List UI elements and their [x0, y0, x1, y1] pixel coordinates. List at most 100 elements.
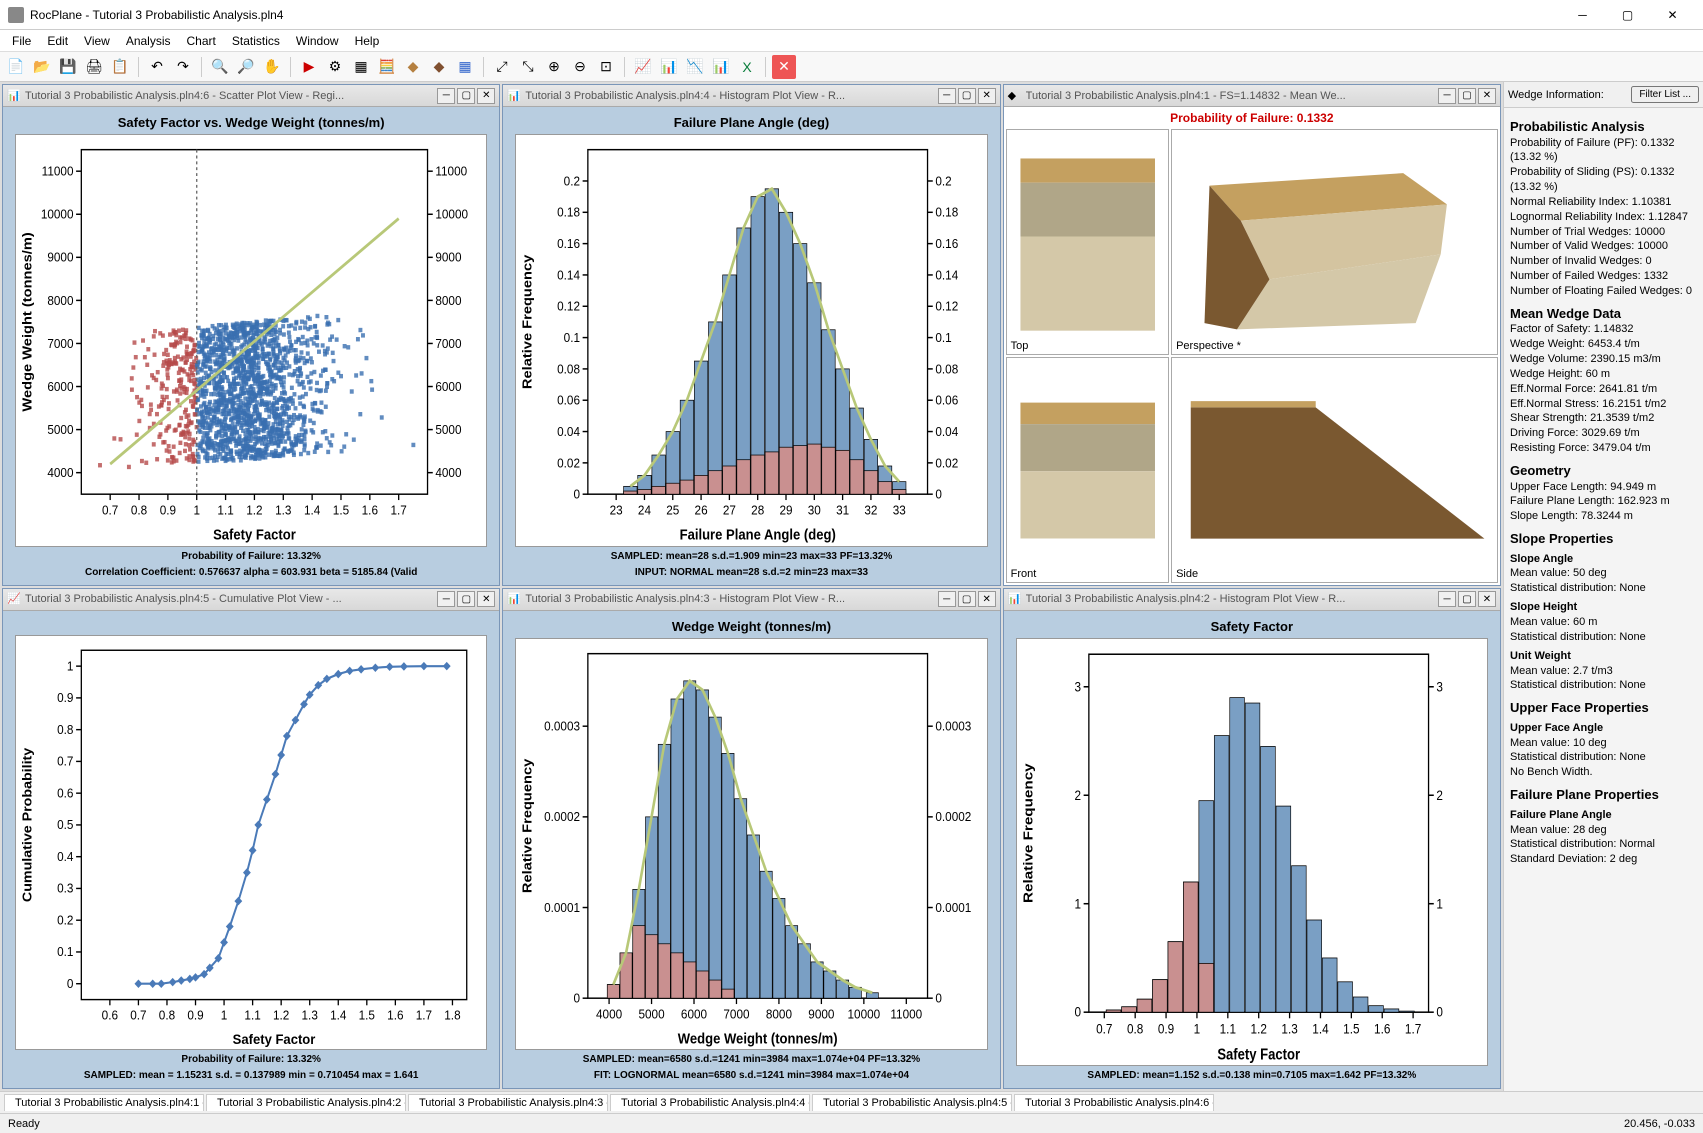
new-button[interactable]: 📄 [4, 55, 28, 79]
doc-tab[interactable]: Tutorial 3 Probabilistic Analysis.pln4:4… [610, 1094, 810, 1111]
book2-button[interactable]: ◆ [427, 55, 451, 79]
doc-tab[interactable]: Tutorial 3 Probabilistic Analysis.pln4:6… [1014, 1094, 1214, 1111]
svg-text:1.6: 1.6 [362, 503, 378, 518]
info-line: Number of Invalid Wedges: 0 [1510, 254, 1697, 269]
calc-button[interactable]: 🧮 [375, 55, 399, 79]
svg-text:0.2: 0.2 [57, 913, 73, 928]
doc-tab[interactable]: Tutorial 3 Probabilistic Analysis.pln4:3… [408, 1094, 608, 1111]
scatter-tab-title: Tutorial 3 Probabilistic Analysis.pln4:6… [25, 90, 433, 102]
delete-button[interactable]: ✕ [772, 55, 796, 79]
chart-other-button[interactable]: 📊 [709, 55, 733, 79]
zoomout2-button[interactable]: ⊖ [568, 55, 592, 79]
max-icon[interactable]: ▢ [958, 88, 976, 104]
table-button[interactable]: ▦ [349, 55, 373, 79]
tab-label: Tutorial 3 Probabilistic Analysis.pln4:6… [1025, 1097, 1214, 1109]
save-button[interactable]: 💾 [56, 55, 80, 79]
tab-label: Tutorial 3 Probabilistic Analysis.pln4:3… [419, 1097, 608, 1109]
min-icon[interactable]: ─ [938, 591, 956, 607]
minimize-button[interactable]: ─ [1560, 1, 1605, 29]
menu-file[interactable]: File [4, 32, 39, 50]
menu-view[interactable]: View [76, 32, 118, 50]
min-icon[interactable]: ─ [938, 88, 956, 104]
close-icon[interactable]: ✕ [477, 591, 495, 607]
tab-label: Tutorial 3 Probabilistic Analysis.pln4:5… [823, 1097, 1012, 1109]
svg-text:0.8: 0.8 [1127, 1020, 1143, 1036]
svg-text:0.0003: 0.0003 [936, 718, 972, 733]
info-line: Probability of Failure (PF): 0.1332 (13.… [1510, 136, 1697, 166]
redo-button[interactable]: ↷ [171, 55, 195, 79]
svg-text:1.6: 1.6 [387, 1008, 403, 1023]
close-icon[interactable]: ✕ [978, 591, 996, 607]
perspective-view[interactable]: Perspective * [1171, 129, 1498, 355]
maximize-button[interactable]: ▢ [1605, 1, 1650, 29]
open-button[interactable]: 📂 [30, 55, 54, 79]
grid-button[interactable]: ▦ [453, 55, 477, 79]
expand-button[interactable]: ⤢ [490, 55, 514, 79]
max-icon[interactable]: ▢ [1458, 591, 1476, 607]
tab-label: Tutorial 3 Probabilistic Analysis.pln4:2… [217, 1097, 406, 1109]
menu-help[interactable]: Help [347, 32, 388, 50]
info-line: Failure Plane Length: 162.923 m [1510, 494, 1697, 509]
hist-angle-f1: SAMPLED: mean=28 s.d.=1.909 min=23 max=3… [507, 549, 995, 565]
info-line: Number of Failed Wedges: 1332 [1510, 269, 1697, 284]
excel-button[interactable]: X [735, 55, 759, 79]
doc-tab[interactable]: Tutorial 3 Probabilistic Analysis.pln4:2… [206, 1094, 406, 1111]
svg-text:4000: 4000 [596, 1007, 622, 1022]
compute-button[interactable]: ▶ [297, 55, 321, 79]
print-button[interactable]: 🖨 [82, 55, 106, 79]
undo-button[interactable]: ↶ [145, 55, 169, 79]
zoom-out-button[interactable]: 🔎 [234, 55, 258, 79]
subsection-title: Unit Weight [1510, 649, 1697, 664]
settings-button[interactable]: ⚙ [323, 55, 347, 79]
fit-button[interactable]: ⊡ [594, 55, 618, 79]
min-icon[interactable]: ─ [437, 591, 455, 607]
min-icon[interactable]: ─ [1438, 591, 1456, 607]
chart-cum-button[interactable]: 📉 [683, 55, 707, 79]
charts-grid: 📊 Tutorial 3 Probabilistic Analysis.pln4… [0, 82, 1503, 1091]
svg-text:1.1: 1.1 [217, 503, 233, 518]
min-icon[interactable]: ─ [1438, 88, 1456, 104]
close-icon[interactable]: ✕ [1478, 88, 1496, 104]
menu-window[interactable]: Window [288, 32, 347, 50]
chart-scatter-button[interactable]: 📈 [631, 55, 655, 79]
menu-edit[interactable]: Edit [39, 32, 76, 50]
svg-text:0: 0 [1074, 1003, 1081, 1019]
info-line: Statistical distribution: None [1510, 750, 1697, 765]
info-line: No Bench Width. [1510, 765, 1697, 780]
svg-text:1.4: 1.4 [1312, 1020, 1328, 1036]
close-icon[interactable]: ✕ [1478, 591, 1496, 607]
close-icon[interactable]: ✕ [978, 88, 996, 104]
side-view[interactable]: Side [1171, 357, 1498, 583]
top-view[interactable]: Top [1006, 129, 1169, 355]
front-view[interactable]: Front [1006, 357, 1169, 583]
filter-list-button[interactable]: Filter List ... [1631, 86, 1699, 103]
svg-text:0.9: 0.9 [160, 503, 176, 518]
view-label: Perspective * [1176, 340, 1241, 352]
copy-button[interactable]: 📋 [108, 55, 132, 79]
max-icon[interactable]: ▢ [457, 591, 475, 607]
scatter-title: Safety Factor vs. Wedge Weight (tonnes/m… [7, 111, 495, 132]
max-icon[interactable]: ▢ [958, 591, 976, 607]
max-icon[interactable]: ▢ [1458, 88, 1476, 104]
zoom-in-button[interactable]: 🔍 [208, 55, 232, 79]
doc-tab[interactable]: Tutorial 3 Probabilistic Analysis.pln4:1… [4, 1094, 204, 1111]
close-icon[interactable]: ✕ [477, 88, 495, 104]
zoomin2-button[interactable]: ⊕ [542, 55, 566, 79]
doc-tab[interactable]: Tutorial 3 Probabilistic Analysis.pln4:5… [812, 1094, 1012, 1111]
shrink-button[interactable]: ⤡ [516, 55, 540, 79]
book1-button[interactable]: ◆ [401, 55, 425, 79]
hist-icon: 📊 [1008, 592, 1022, 606]
svg-text:0.18: 0.18 [936, 205, 959, 220]
wedge-tab: Tutorial 3 Probabilistic Analysis.pln4:1… [1026, 90, 1434, 102]
menu-statistics[interactable]: Statistics [224, 32, 288, 50]
min-icon[interactable]: ─ [437, 88, 455, 104]
sidebar-content: Probabilistic AnalysisProbability of Fai… [1504, 108, 1703, 1091]
max-icon[interactable]: ▢ [457, 88, 475, 104]
pan-button[interactable]: ✋ [260, 55, 284, 79]
svg-text:1.5: 1.5 [333, 503, 349, 518]
menu-analysis[interactable]: Analysis [118, 32, 179, 50]
menu-chart[interactable]: Chart [179, 32, 224, 50]
titlebar: RocPlane - Tutorial 3 Probabilistic Anal… [0, 0, 1703, 30]
chart-bar-button[interactable]: 📊 [657, 55, 681, 79]
close-button[interactable]: ✕ [1650, 1, 1695, 29]
